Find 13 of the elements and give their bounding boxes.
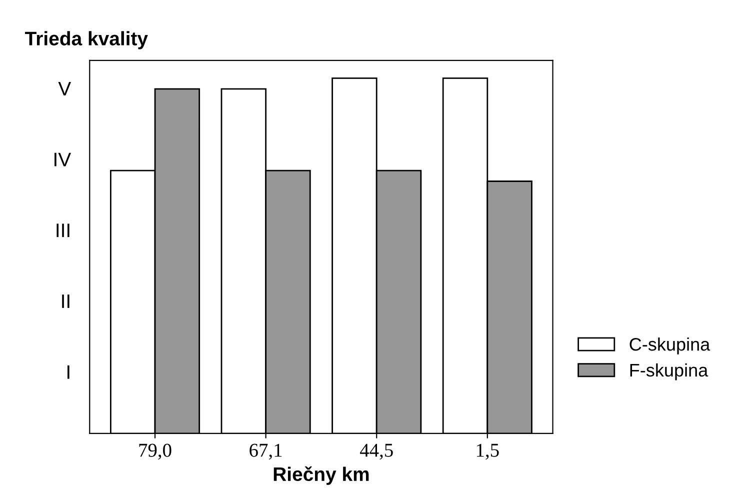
text: II [62,294,70,308]
text: IV [54,152,72,166]
text: V [58,82,72,96]
x-tick-label: 79,0 [139,444,172,460]
legend-label: F-skupina [630,363,708,380]
x-axis-title: Riečny km [274,466,369,485]
text: I [68,365,70,379]
x-tick-label: 44,5 [360,444,393,460]
legend-label: C-skupina [630,338,710,354]
text: III [56,224,70,238]
x-tick-label: 67,1 [250,444,282,460]
y-axis-title: Trieda kvality [25,31,148,50]
x-tick-label: 1,5 [476,444,499,460]
